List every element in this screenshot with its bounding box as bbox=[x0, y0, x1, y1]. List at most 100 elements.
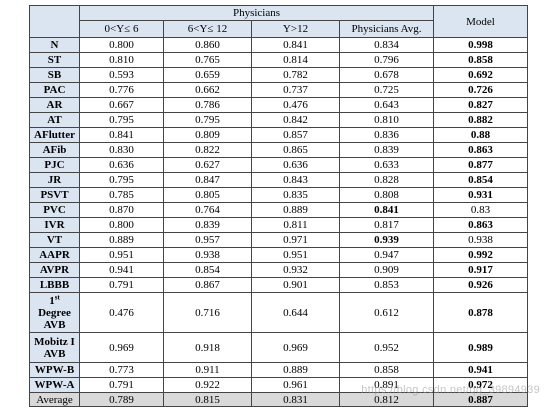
model-value-cell: 0.854 bbox=[433, 172, 528, 188]
table-row: AT 0.795 0.795 0.842 0.810 0.882 bbox=[29, 112, 528, 128]
physician-value-cell: 0.841 bbox=[79, 127, 164, 143]
row-label: AFib bbox=[29, 142, 80, 158]
row-label-part: Mobitz I bbox=[34, 335, 75, 348]
model-value-cell: 0.941 bbox=[433, 362, 528, 378]
physician-value-cell: 0.938 bbox=[163, 247, 252, 263]
row-label: PSVT bbox=[29, 187, 80, 203]
model-value-cell: 0.878 bbox=[433, 292, 528, 333]
physician-value-cell: 0.843 bbox=[251, 172, 340, 188]
physician-value-cell: 0.870 bbox=[79, 202, 164, 218]
model-value-cell: 0.827 bbox=[433, 97, 528, 113]
col-header-0-6: 0<Y≤ 6 bbox=[79, 20, 164, 38]
physician-value-cell: 0.765 bbox=[163, 52, 252, 68]
physician-value-cell: 0.678 bbox=[339, 67, 434, 83]
physician-value-cell: 0.795 bbox=[163, 112, 252, 128]
table-row: IVR 0.800 0.839 0.811 0.817 0.863 bbox=[29, 217, 528, 233]
row-label: WPW-B bbox=[29, 362, 80, 378]
average-value-cell: 0.812 bbox=[339, 392, 434, 407]
table-row: VT 0.889 0.957 0.971 0.939 0.938 bbox=[29, 232, 528, 248]
physician-value-cell: 0.830 bbox=[79, 142, 164, 158]
physician-value-cell: 0.891 bbox=[339, 377, 434, 393]
physician-value-cell: 0.814 bbox=[251, 52, 340, 68]
row-label: ST bbox=[29, 52, 80, 68]
table-row: SB 0.593 0.659 0.782 0.678 0.692 bbox=[29, 67, 528, 83]
table-row: JR 0.795 0.847 0.843 0.828 0.854 bbox=[29, 172, 528, 188]
model-value-cell: 0.931 bbox=[433, 187, 528, 203]
model-value-cell: 0.998 bbox=[433, 37, 528, 53]
table-row: PJC 0.636 0.627 0.636 0.633 0.877 bbox=[29, 157, 528, 173]
table-body: N 0.800 0.860 0.841 0.834 0.998 ST 0.810 0.765 0.… bbox=[29, 37, 528, 407]
physician-value-cell: 0.795 bbox=[79, 172, 164, 188]
table-row: PAC 0.776 0.662 0.737 0.725 0.726 bbox=[29, 82, 528, 98]
physician-value-cell: 0.800 bbox=[79, 37, 164, 53]
model-value-cell: 0.863 bbox=[433, 217, 528, 233]
table-row: N 0.800 0.860 0.841 0.834 0.998 bbox=[29, 37, 528, 53]
table-row: PSVT 0.785 0.805 0.835 0.808 0.931 bbox=[29, 187, 528, 203]
accuracy-table: Physicians Model 0<Y≤ 6 6<Y≤ 12 Y>12 Phy… bbox=[29, 5, 528, 407]
physician-value-cell: 0.636 bbox=[251, 157, 340, 173]
physician-value-cell: 0.800 bbox=[79, 217, 164, 233]
table-row: AAPR 0.951 0.938 0.951 0.947 0.992 bbox=[29, 247, 528, 263]
row-label: AFlutter bbox=[29, 127, 80, 143]
physician-value-cell: 0.834 bbox=[339, 37, 434, 53]
physician-value-cell: 0.805 bbox=[163, 187, 252, 203]
table-row: Mobitz I AVB 0.969 0.918 0.969 0.952 0.989 bbox=[29, 332, 528, 363]
physician-value-cell: 0.636 bbox=[79, 157, 164, 173]
physician-value-cell: 0.969 bbox=[251, 332, 340, 363]
model-value-cell: 0.917 bbox=[433, 262, 528, 278]
results-table-container: Physicians Model 0<Y≤ 6 6<Y≤ 12 Y>12 Phy… bbox=[29, 5, 528, 407]
physician-value-cell: 0.796 bbox=[339, 52, 434, 68]
physician-value-cell: 0.947 bbox=[339, 247, 434, 263]
physician-value-cell: 0.835 bbox=[251, 187, 340, 203]
physician-value-cell: 0.659 bbox=[163, 67, 252, 83]
average-label: Average bbox=[29, 392, 80, 407]
row-label: AAPR bbox=[29, 247, 80, 263]
row-label: Mobitz I AVB bbox=[29, 332, 80, 363]
row-label: VT bbox=[29, 232, 80, 248]
physician-value-cell: 0.782 bbox=[251, 67, 340, 83]
row-label: AT bbox=[29, 112, 80, 128]
row-label-part: AVB bbox=[43, 318, 66, 331]
model-value-cell: 0.858 bbox=[433, 52, 528, 68]
physician-value-cell: 0.716 bbox=[163, 292, 252, 333]
physician-value-cell: 0.828 bbox=[339, 172, 434, 188]
physician-value-cell: 0.858 bbox=[339, 362, 434, 378]
physician-value-cell: 0.860 bbox=[163, 37, 252, 53]
physician-value-cell: 0.822 bbox=[163, 142, 252, 158]
physician-value-cell: 0.932 bbox=[251, 262, 340, 278]
table-row: AFlutter 0.841 0.809 0.857 0.836 0.88 bbox=[29, 127, 528, 143]
average-value-cell: 0.789 bbox=[79, 392, 164, 407]
model-value-cell: 0.992 bbox=[433, 247, 528, 263]
physician-value-cell: 0.773 bbox=[79, 362, 164, 378]
physician-value-cell: 0.785 bbox=[79, 187, 164, 203]
table-row: WPW-B 0.773 0.911 0.889 0.858 0.941 bbox=[29, 362, 528, 378]
physician-value-cell: 0.853 bbox=[339, 277, 434, 293]
model-value-cell: 0.926 bbox=[433, 277, 528, 293]
row-label: 1st Degree AVB bbox=[29, 292, 80, 333]
physician-value-cell: 0.786 bbox=[163, 97, 252, 113]
row-label: N bbox=[29, 37, 80, 53]
physician-value-cell: 0.918 bbox=[163, 332, 252, 363]
physician-value-cell: 0.865 bbox=[251, 142, 340, 158]
row-label: PJC bbox=[29, 157, 80, 173]
physician-value-cell: 0.817 bbox=[339, 217, 434, 233]
table-row: AR 0.667 0.786 0.476 0.643 0.827 bbox=[29, 97, 528, 113]
table-row: LBBB 0.791 0.867 0.901 0.853 0.926 bbox=[29, 277, 528, 293]
physician-value-cell: 0.922 bbox=[163, 377, 252, 393]
model-value-cell: 0.88 bbox=[433, 127, 528, 143]
row-label: JR bbox=[29, 172, 80, 188]
physician-value-cell: 0.961 bbox=[251, 377, 340, 393]
physician-value-cell: 0.857 bbox=[251, 127, 340, 143]
physician-value-cell: 0.854 bbox=[163, 262, 252, 278]
row-label-part: AVB bbox=[43, 347, 66, 360]
physician-value-cell: 0.776 bbox=[79, 82, 164, 98]
physician-value-cell: 0.941 bbox=[79, 262, 164, 278]
corner-cell bbox=[29, 5, 80, 38]
model-value-cell: 0.882 bbox=[433, 112, 528, 128]
row-label: PVC bbox=[29, 202, 80, 218]
physician-value-cell: 0.951 bbox=[79, 247, 164, 263]
row-label-sup: st bbox=[54, 292, 60, 301]
physician-value-cell: 0.662 bbox=[163, 82, 252, 98]
physician-value-cell: 0.842 bbox=[251, 112, 340, 128]
table-row: WPW-A 0.791 0.922 0.961 0.891 0.972 bbox=[29, 377, 528, 393]
